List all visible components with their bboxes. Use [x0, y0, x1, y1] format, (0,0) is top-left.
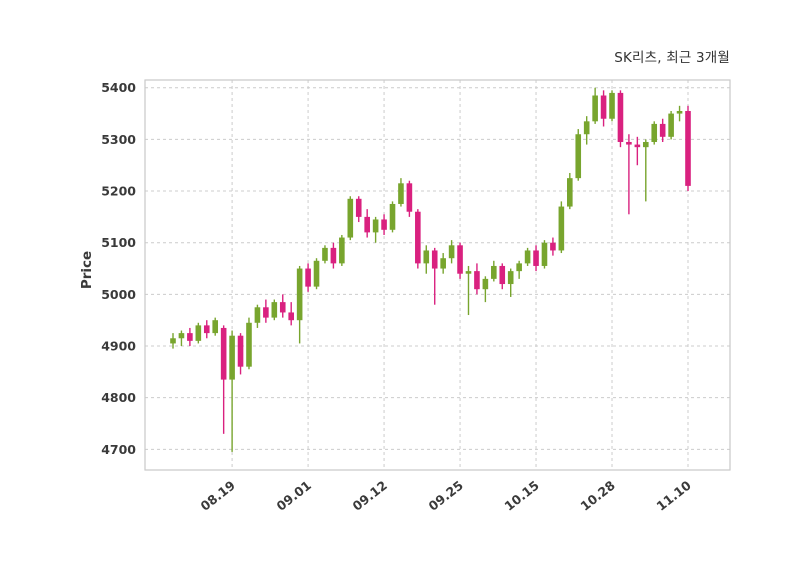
- candle-body-down: [626, 141, 632, 145]
- candle-body-down: [431, 250, 438, 269]
- candle-body-down: [499, 265, 506, 285]
- candle-body-up: [398, 183, 404, 204]
- y-tick-label: 4900: [101, 339, 136, 354]
- candle-body-up: [271, 302, 278, 318]
- candle-body-up: [440, 258, 446, 269]
- candle-body-down: [457, 245, 463, 274]
- candle-body-up: [482, 278, 489, 290]
- x-tick-label: 10.28: [577, 478, 617, 514]
- candle-body-down: [634, 144, 641, 148]
- candle-body-down: [617, 92, 624, 142]
- candle-body-up: [541, 242, 548, 266]
- candle-body-up: [567, 178, 573, 207]
- candle-body-down: [187, 333, 193, 341]
- candle-body-up: [296, 268, 303, 321]
- candle-body-down: [550, 242, 556, 251]
- x-tick-label: 09.01: [274, 478, 314, 514]
- candle-body-up: [491, 265, 497, 279]
- candle-body-up: [448, 245, 455, 259]
- x-tick-label: 11.10: [653, 477, 694, 513]
- y-tick-label: 4700: [101, 442, 136, 457]
- candle-body-down: [237, 335, 244, 367]
- chart-title: SK리츠, 최근 3개월: [614, 50, 730, 66]
- candle-body-down: [364, 216, 370, 233]
- candle-body-down: [220, 327, 227, 380]
- candle-body-up: [347, 198, 354, 238]
- candle-body-up: [254, 307, 261, 323]
- candle-body-up: [642, 141, 649, 148]
- candle-body-up: [322, 247, 328, 261]
- candle-body-up: [575, 134, 582, 179]
- candle-body-up: [651, 123, 658, 142]
- candle-body-down: [330, 247, 337, 264]
- candle-body-down: [659, 123, 666, 137]
- candle-body-up: [668, 113, 674, 137]
- candle-body-down: [355, 198, 362, 217]
- candle-body-down: [474, 271, 480, 290]
- candle-body-up: [465, 271, 472, 274]
- candle-body-up: [246, 322, 252, 367]
- x-tick-label: 09.25: [425, 478, 465, 514]
- y-tick-label: 5000: [101, 287, 136, 302]
- y-tick-label: 5100: [101, 235, 136, 250]
- candle-body-up: [389, 203, 396, 230]
- candle-body-down: [533, 250, 539, 266]
- y-tick-label: 5300: [101, 132, 136, 147]
- x-tick-label: 09.12: [350, 478, 390, 514]
- candle-body-up: [558, 206, 565, 251]
- y-tick-label: 5400: [101, 80, 136, 95]
- candle-body-up: [524, 250, 531, 264]
- candle-body-up: [339, 237, 345, 264]
- candle-body-up: [676, 110, 683, 114]
- candle-body-up: [195, 325, 202, 341]
- candle-body-down: [685, 110, 691, 186]
- candle-body-up: [592, 95, 598, 122]
- candle-body-up: [507, 271, 514, 285]
- candle-body-up: [212, 320, 219, 334]
- candle-body-down: [600, 95, 607, 119]
- candle-body-up: [516, 263, 522, 272]
- plot-frame: [144, 79, 731, 471]
- x-tick-label: 08.19: [198, 478, 238, 514]
- candle-body-down: [305, 268, 311, 287]
- candle-body-up: [372, 219, 379, 233]
- candle-body-up: [583, 121, 590, 135]
- candle-body-down: [381, 219, 387, 230]
- candle-body-down: [263, 307, 269, 318]
- candle-body-up: [170, 338, 176, 344]
- candle-body-up: [229, 335, 235, 380]
- candle-body-up: [609, 92, 615, 119]
- candle-body-down: [288, 312, 294, 321]
- candle-body-down: [203, 325, 210, 334]
- candle-body-up: [313, 260, 320, 287]
- x-tick-label: 10.15: [501, 478, 541, 514]
- candle-body-down: [279, 302, 286, 313]
- candle-body-up: [178, 333, 185, 339]
- y-tick-label: 4800: [101, 390, 136, 405]
- y-tick-label: 5200: [101, 184, 136, 199]
- candle-body-down: [406, 183, 413, 212]
- candle-body-up: [423, 250, 430, 264]
- candle-body-down: [415, 211, 421, 264]
